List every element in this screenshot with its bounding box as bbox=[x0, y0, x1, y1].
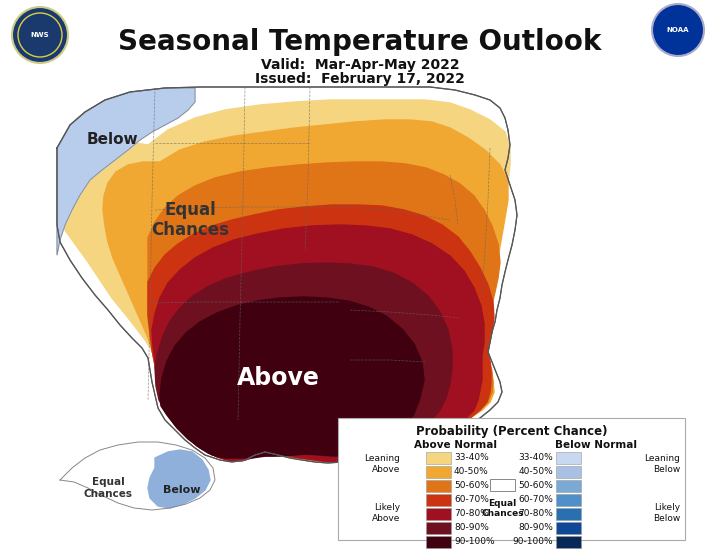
Polygon shape bbox=[60, 100, 510, 462]
Polygon shape bbox=[60, 442, 215, 510]
Bar bbox=[556, 466, 581, 478]
Bar bbox=[556, 508, 581, 520]
Text: NOAA: NOAA bbox=[667, 27, 689, 33]
Polygon shape bbox=[148, 162, 500, 462]
Text: Leaning
Below: Leaning Below bbox=[644, 455, 680, 473]
Text: NWS: NWS bbox=[31, 32, 49, 38]
Text: Above Normal: Above Normal bbox=[415, 440, 498, 450]
Text: 60-70%: 60-70% bbox=[518, 496, 553, 505]
Text: 40-50%: 40-50% bbox=[454, 467, 489, 476]
Text: 40-50%: 40-50% bbox=[518, 467, 553, 476]
Text: 90-100%: 90-100% bbox=[513, 538, 553, 546]
Text: 80-90%: 80-90% bbox=[454, 524, 489, 532]
Text: Likely
Above: Likely Above bbox=[372, 504, 400, 522]
Polygon shape bbox=[57, 87, 517, 463]
Text: 50-60%: 50-60% bbox=[454, 481, 489, 491]
Text: Below: Below bbox=[86, 133, 138, 148]
Text: Issued:  February 17, 2022: Issued: February 17, 2022 bbox=[255, 72, 465, 86]
Bar bbox=[426, 452, 451, 464]
Text: Valid:  Mar-Apr-May 2022: Valid: Mar-Apr-May 2022 bbox=[261, 58, 459, 72]
Bar bbox=[556, 536, 581, 548]
Bar bbox=[426, 536, 451, 548]
Polygon shape bbox=[60, 442, 162, 502]
Text: Equal
Chances: Equal Chances bbox=[481, 499, 524, 519]
Text: 50-60%: 50-60% bbox=[518, 481, 553, 491]
Text: 90-100%: 90-100% bbox=[454, 538, 495, 546]
Bar bbox=[556, 494, 581, 506]
Bar bbox=[556, 452, 581, 464]
Polygon shape bbox=[155, 263, 452, 457]
Text: Likely
Below: Likely Below bbox=[653, 504, 680, 522]
Bar bbox=[426, 508, 451, 520]
Polygon shape bbox=[152, 225, 484, 462]
Bar bbox=[426, 494, 451, 506]
Polygon shape bbox=[57, 88, 195, 255]
Text: Below: Below bbox=[163, 485, 201, 495]
Text: 70-80%: 70-80% bbox=[518, 510, 553, 519]
Text: Below Normal: Below Normal bbox=[555, 440, 637, 450]
Bar bbox=[426, 466, 451, 478]
Text: 33-40%: 33-40% bbox=[518, 453, 553, 462]
Bar bbox=[556, 522, 581, 534]
Polygon shape bbox=[148, 205, 494, 462]
Text: 80-90%: 80-90% bbox=[518, 524, 553, 532]
Text: Above: Above bbox=[237, 366, 320, 390]
Bar bbox=[426, 480, 451, 492]
Text: Probability (Percent Chance): Probability (Percent Chance) bbox=[415, 425, 607, 438]
Text: 70-80%: 70-80% bbox=[454, 510, 489, 519]
Text: 60-70%: 60-70% bbox=[454, 496, 489, 505]
Text: Seasonal Temperature Outlook: Seasonal Temperature Outlook bbox=[118, 28, 602, 56]
Bar bbox=[426, 522, 451, 534]
Circle shape bbox=[12, 7, 68, 63]
Text: Leaning
Above: Leaning Above bbox=[364, 455, 400, 473]
Polygon shape bbox=[148, 450, 210, 508]
Bar bbox=[490, 479, 515, 491]
Bar bbox=[556, 480, 581, 492]
Polygon shape bbox=[103, 120, 508, 462]
Text: Equal
Chances: Equal Chances bbox=[151, 201, 229, 240]
Bar bbox=[338, 418, 685, 540]
Text: 33-40%: 33-40% bbox=[454, 453, 489, 462]
Polygon shape bbox=[160, 297, 424, 458]
Circle shape bbox=[652, 4, 704, 56]
Text: Equal
Chances: Equal Chances bbox=[84, 477, 132, 499]
